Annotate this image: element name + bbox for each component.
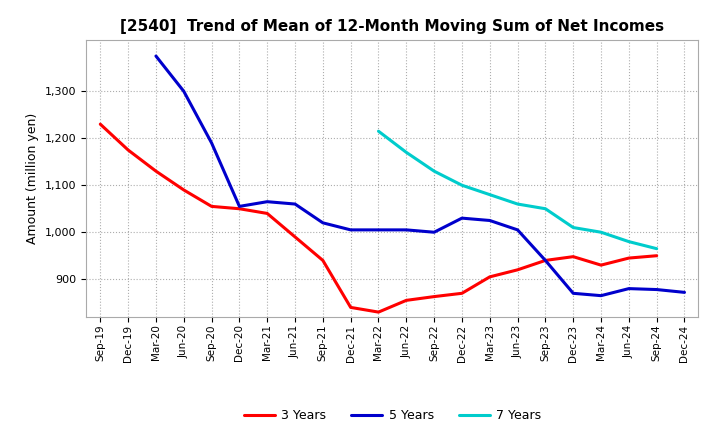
3 Years	[96, 121, 104, 127]
3 Years	[152, 169, 161, 174]
7 Years	[513, 202, 522, 207]
5 Years	[652, 287, 661, 292]
7 Years	[430, 169, 438, 174]
3 Years	[207, 204, 216, 209]
5 Years	[513, 227, 522, 232]
5 Years	[346, 227, 355, 232]
5 Years	[179, 88, 188, 94]
3 Years	[541, 258, 550, 263]
5 Years	[458, 216, 467, 221]
3 Years	[569, 254, 577, 259]
3 Years	[179, 187, 188, 193]
5 Years	[318, 220, 327, 225]
7 Years	[569, 225, 577, 230]
Y-axis label: Amount (million yen): Amount (million yen)	[27, 113, 40, 244]
5 Years	[374, 227, 383, 232]
5 Years	[597, 293, 606, 298]
7 Years	[597, 230, 606, 235]
3 Years	[458, 291, 467, 296]
Line: 5 Years: 5 Years	[156, 56, 685, 296]
5 Years	[430, 230, 438, 235]
Legend: 3 Years, 5 Years, 7 Years: 3 Years, 5 Years, 7 Years	[238, 404, 546, 427]
7 Years	[624, 239, 633, 244]
3 Years	[124, 147, 132, 153]
3 Years	[346, 305, 355, 310]
3 Years	[291, 234, 300, 239]
5 Years	[402, 227, 410, 232]
7 Years	[652, 246, 661, 251]
5 Years	[291, 202, 300, 207]
Line: 3 Years: 3 Years	[100, 124, 657, 312]
7 Years	[541, 206, 550, 211]
5 Years	[207, 140, 216, 146]
5 Years	[485, 218, 494, 223]
7 Years	[485, 192, 494, 197]
5 Years	[235, 204, 243, 209]
5 Years	[263, 199, 271, 204]
3 Years	[652, 253, 661, 258]
5 Years	[680, 290, 689, 295]
3 Years	[263, 211, 271, 216]
5 Years	[541, 258, 550, 263]
3 Years	[597, 263, 606, 268]
7 Years	[402, 150, 410, 155]
3 Years	[430, 294, 438, 299]
Line: 7 Years: 7 Years	[379, 131, 657, 249]
7 Years	[458, 183, 467, 188]
3 Years	[318, 258, 327, 263]
7 Years	[374, 128, 383, 134]
3 Years	[513, 267, 522, 272]
5 Years	[152, 53, 161, 59]
5 Years	[569, 291, 577, 296]
Title: [2540]  Trend of Mean of 12-Month Moving Sum of Net Incomes: [2540] Trend of Mean of 12-Month Moving …	[120, 19, 665, 34]
3 Years	[235, 206, 243, 211]
3 Years	[374, 309, 383, 315]
5 Years	[624, 286, 633, 291]
3 Years	[402, 298, 410, 303]
3 Years	[624, 256, 633, 261]
3 Years	[485, 274, 494, 279]
